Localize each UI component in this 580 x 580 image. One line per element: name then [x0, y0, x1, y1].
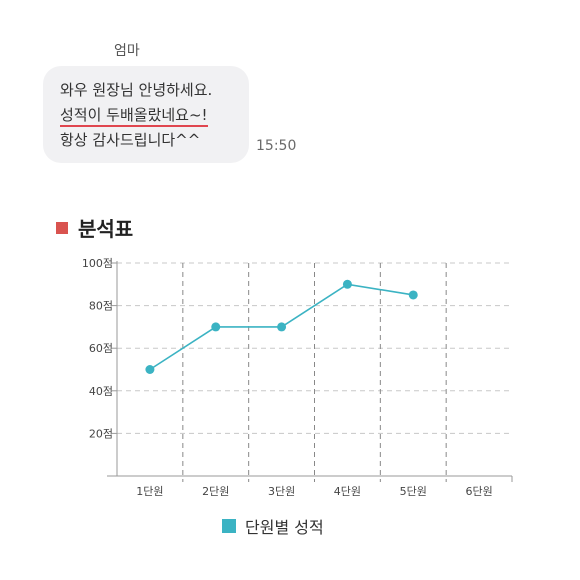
label-layer: 20점 40점 60점 80점 100점 1단원 2단원 3단원 4단원 5단원 6단원	[82, 257, 493, 498]
x-tick-label: 6단원	[465, 485, 492, 498]
message-line: 항상 감사드립니다^^	[60, 131, 201, 149]
data-point	[145, 365, 155, 374]
y-tick-label: 60점	[89, 342, 113, 355]
y-tick-label: 20점	[89, 427, 113, 440]
series-layer	[145, 279, 418, 374]
x-tick-label: 5단원	[400, 485, 427, 498]
chart-legend: 단원별 성적	[222, 514, 324, 538]
sender-name: 엄마	[114, 43, 140, 59]
data-point	[408, 290, 418, 300]
axis-layer	[107, 261, 513, 482]
x-tick-label: 1단원	[136, 485, 163, 498]
legend-label: 단원별 성적	[245, 518, 324, 537]
message-time: 15:50	[256, 138, 297, 154]
highlighted-text: 성적이 두배올랐네요~!	[60, 105, 208, 127]
grid-layer	[117, 262, 512, 482]
section-marker-icon	[56, 221, 68, 234]
legend-swatch	[222, 519, 236, 533]
data-point	[277, 322, 287, 332]
message-line: 와우 원장님 안녕하세요.	[60, 81, 213, 99]
message-bubble: 와우 원장님 안녕하세요. 성적이 두배올랐네요~! 항상 감사드립니다^^	[43, 66, 249, 163]
message-line-highlighted: 성적이 두배올랐네요~!	[60, 103, 249, 128]
y-tick-label: 100점	[82, 257, 113, 270]
data-point	[342, 279, 352, 289]
section-header: 분석표	[56, 213, 133, 242]
x-tick-label: 2단원	[202, 485, 229, 498]
x-tick-label: 3단원	[268, 485, 295, 498]
y-tick-label: 80점	[89, 300, 113, 313]
x-tick-label: 4단원	[334, 485, 361, 498]
data-point	[211, 322, 221, 332]
section-title: 분석표	[78, 217, 134, 241]
y-tick-label: 40점	[89, 385, 113, 398]
